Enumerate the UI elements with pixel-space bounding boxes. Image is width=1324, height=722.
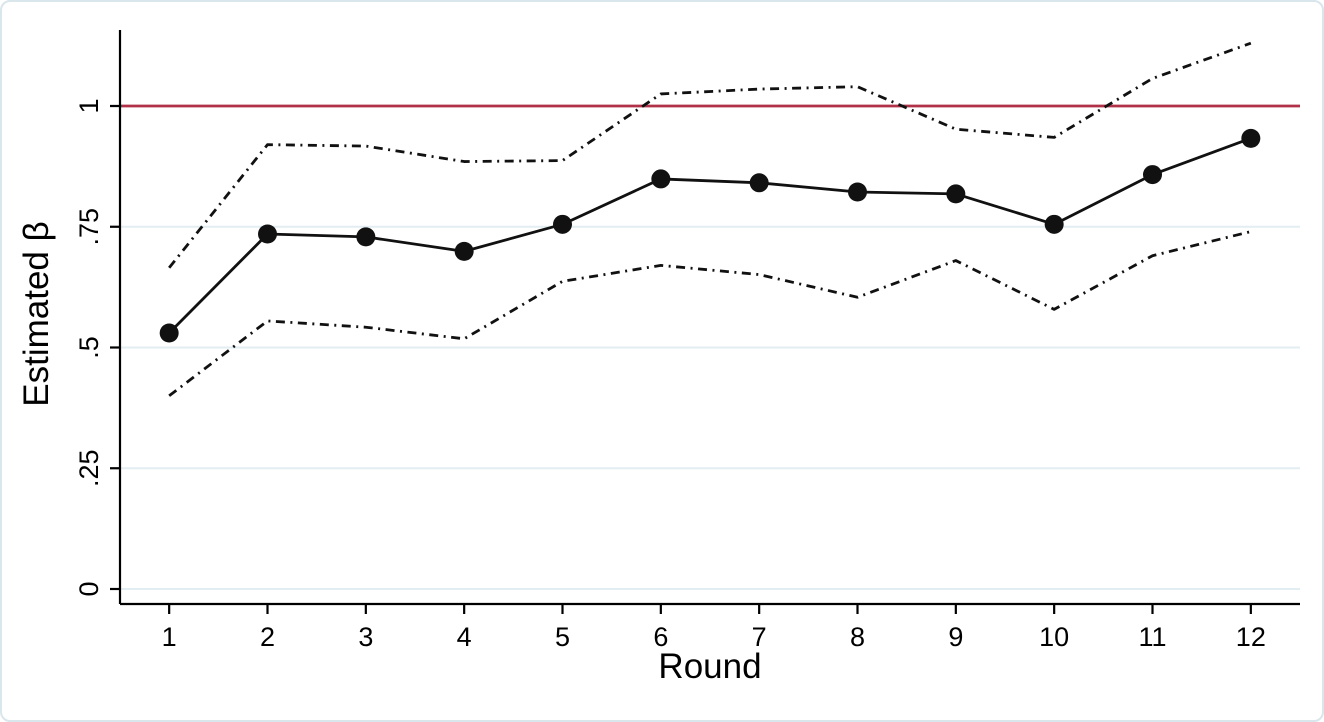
- x-axis-title: Round: [658, 647, 761, 686]
- data-point-marker: [1143, 165, 1162, 185]
- data-point-marker: [946, 184, 966, 204]
- data-point-marker: [651, 169, 671, 189]
- x-tick-label: 9: [948, 622, 963, 652]
- estimate-line: [168, 137, 1252, 334]
- data-point-marker: [1044, 214, 1064, 234]
- x-tick-label: 1: [162, 622, 177, 652]
- x-tick-label: 6: [653, 622, 668, 652]
- data-point-marker: [1241, 128, 1261, 148]
- data-point-marker: [454, 241, 474, 261]
- data-layer: [159, 41, 1261, 397]
- grid-layer: [120, 105, 1300, 590]
- x-tick-label: 2: [260, 622, 275, 652]
- data-point-marker: [553, 214, 572, 234]
- data-point-marker: [356, 227, 376, 247]
- x-tick-label: 7: [752, 622, 767, 652]
- x-tick-label: 11: [1138, 622, 1166, 652]
- data-point-marker: [749, 173, 769, 193]
- x-tick-label: 10: [1039, 622, 1069, 652]
- y-tick-label: 1: [74, 98, 104, 113]
- x-tick-label: 8: [850, 622, 865, 652]
- x-tick-label: 5: [555, 622, 570, 652]
- data-point-marker: [848, 182, 867, 202]
- data-point-marker: [159, 323, 179, 343]
- y-tick-label: 0: [74, 581, 104, 596]
- y-tick-label: .25: [74, 449, 104, 487]
- data-point-marker: [258, 224, 277, 244]
- y-tick-label: .75: [74, 208, 104, 246]
- ci-lower-line: [168, 230, 1252, 397]
- x-tick-label: 3: [358, 622, 373, 652]
- x-tick-label: 12: [1236, 622, 1266, 652]
- y-tick-label: .5: [74, 336, 104, 359]
- ci-upper-line: [168, 41, 1252, 269]
- x-tick-label: 4: [457, 622, 472, 652]
- y-axis-title: Estimated β: [17, 221, 56, 406]
